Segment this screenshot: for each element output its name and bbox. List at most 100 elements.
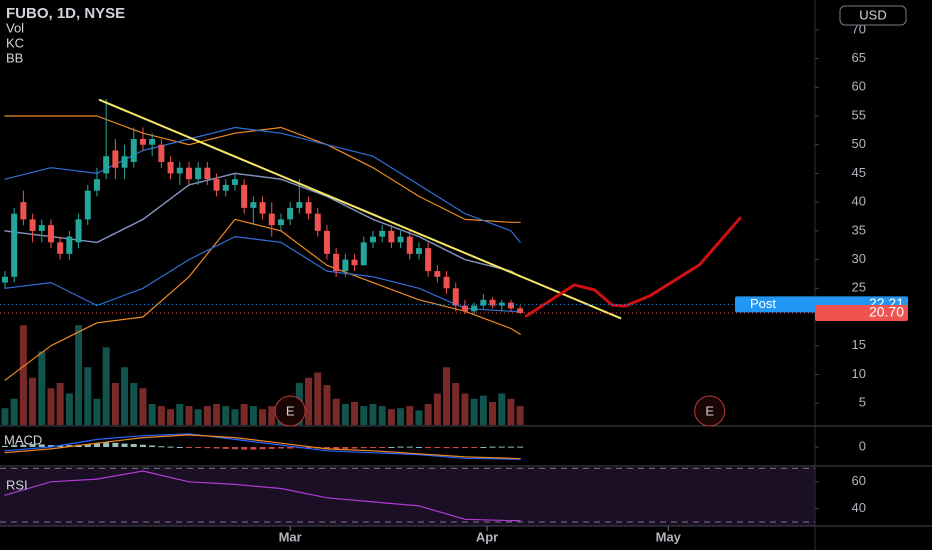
y-tick-label: 60 <box>852 79 866 94</box>
macd-histogram <box>443 447 450 449</box>
volume-bar <box>452 383 460 425</box>
projection <box>525 216 742 318</box>
candle-body <box>250 202 257 208</box>
macd-histogram <box>333 447 340 450</box>
macd-histogram <box>259 447 266 450</box>
volume-bar <box>479 395 487 425</box>
volume-bar <box>498 393 506 425</box>
candle-body <box>130 138 137 162</box>
x-tick-label: May <box>656 529 682 544</box>
candle-body <box>93 179 100 191</box>
volume-bar <box>305 377 313 425</box>
macd-histogram <box>222 447 229 449</box>
macd-histogram <box>452 447 459 449</box>
candle-body <box>11 213 18 277</box>
indicator-label: BB <box>6 50 23 65</box>
candle-body <box>176 167 183 174</box>
macd-histogram <box>489 446 496 448</box>
volume-bar <box>268 406 276 425</box>
macd-histogram <box>29 443 36 447</box>
marks: 706560555045403530252015105MarAprMayEEPo… <box>0 21 908 544</box>
y-tick-label: 10 <box>852 366 866 381</box>
volume-bar <box>314 372 322 425</box>
candle-body <box>397 236 404 243</box>
macd-histogram <box>11 445 18 447</box>
candle-body <box>185 167 192 180</box>
volume-bar <box>369 404 377 425</box>
macd-histogram <box>415 447 422 448</box>
volume-bar <box>148 404 156 425</box>
candle-body <box>415 248 422 254</box>
volume-bar <box>332 398 340 425</box>
candle-body <box>121 156 128 168</box>
candle-body <box>314 213 321 231</box>
volume-bar <box>194 409 202 425</box>
candle-body <box>480 299 487 306</box>
macd-histogram <box>38 444 45 447</box>
macd-histogram <box>305 447 312 449</box>
x-tick-label: Mar <box>279 529 302 544</box>
candle-body <box>231 179 238 185</box>
candle-body <box>406 236 413 254</box>
macd-histogram <box>250 447 257 450</box>
volume-bar <box>84 367 92 425</box>
volume-bar <box>65 393 73 425</box>
macd-histogram <box>231 447 238 450</box>
candle-body <box>213 179 220 191</box>
currency[interactable]: USD <box>859 7 886 22</box>
candle-body <box>38 225 45 231</box>
volume-bar <box>406 406 414 425</box>
macd-histogram <box>323 447 330 449</box>
macd-histogram <box>517 446 524 448</box>
macd-histogram <box>185 447 192 448</box>
volume-bar <box>185 406 193 425</box>
earnings-marker <box>694 395 726 427</box>
volume-bar <box>176 404 184 425</box>
candle-body <box>277 219 284 226</box>
macd-histogram <box>167 446 174 448</box>
macd-histogram <box>20 444 27 447</box>
candle-body <box>20 202 27 220</box>
volume-bar <box>10 398 18 425</box>
candle-body <box>461 305 468 312</box>
candle-body <box>1 276 8 283</box>
volume-bar <box>121 367 129 425</box>
candle-body <box>158 144 165 162</box>
macd-tick-label: 0 <box>859 438 866 453</box>
macd-histogram <box>480 447 487 448</box>
volume-bar <box>360 406 368 425</box>
rsi-label: RSI <box>6 477 28 492</box>
candle-body <box>342 259 349 272</box>
last-price: 20.70 <box>869 304 904 320</box>
macd-histogram <box>84 443 91 447</box>
macd-histogram <box>47 445 54 447</box>
macd-histogram <box>277 447 284 449</box>
volume-bar <box>433 393 441 425</box>
macd-histogram <box>1 445 8 447</box>
macd-histogram <box>149 445 156 447</box>
macd-histogram <box>434 447 441 448</box>
volume-bar <box>461 393 469 425</box>
x-tick-label: Apr <box>476 529 498 544</box>
candle-body <box>489 299 496 306</box>
volume-bar <box>38 351 46 425</box>
y-tick-label: 15 <box>852 337 866 352</box>
macd-histogram <box>379 447 386 448</box>
currency-box[interactable] <box>839 5 907 26</box>
y-tick-label: 5 <box>859 395 866 410</box>
y-tick-label: 35 <box>852 222 866 237</box>
volume-bar <box>341 404 349 425</box>
macd-histogram <box>112 442 119 447</box>
candle-body <box>333 253 340 272</box>
macd-line <box>4 433 521 460</box>
macd-histogram <box>498 446 505 448</box>
candle-body <box>204 167 211 180</box>
macd-histogram <box>93 443 100 447</box>
volume-bar <box>507 398 515 425</box>
candle-body <box>287 207 294 220</box>
volume-bar <box>29 377 37 425</box>
candle-body <box>222 184 229 191</box>
volume-bar <box>489 401 497 425</box>
candle-body <box>241 184 248 208</box>
